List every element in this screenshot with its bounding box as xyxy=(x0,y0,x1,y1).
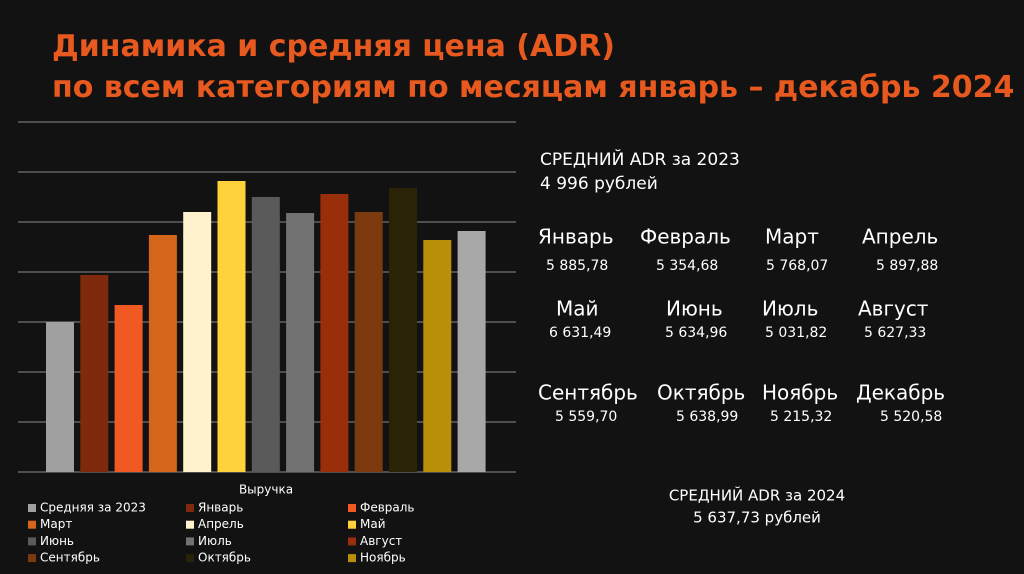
legend-swatch xyxy=(28,554,36,563)
legend-swatch xyxy=(186,537,194,546)
month-name: Ноябрь xyxy=(762,381,838,405)
legend-label: Апрель xyxy=(198,517,244,531)
month-name: Июль xyxy=(762,297,818,321)
month-name: Май xyxy=(556,297,599,321)
month-adr: 5 627,33 xyxy=(864,325,926,341)
legend-swatch xyxy=(186,554,194,563)
bar xyxy=(423,240,452,472)
prev-adr-title: СРЕДНИЙ ADR за 2023 xyxy=(540,148,740,170)
month-name: Июнь xyxy=(666,297,723,321)
bar xyxy=(217,181,246,472)
month-adr: 5 897,88 xyxy=(876,258,938,274)
bar xyxy=(354,212,383,472)
legend-label: Июнь xyxy=(40,534,74,548)
bar xyxy=(286,213,315,472)
legend-label: Февраль xyxy=(360,501,415,515)
cur-adr-title: СРЕДНИЙ ADR за 2024 xyxy=(669,486,845,505)
legend-swatch xyxy=(348,504,356,512)
legend-label: Январь xyxy=(198,501,243,515)
month-name: Сентябрь xyxy=(538,381,638,405)
bar xyxy=(114,305,143,472)
month-name: Август xyxy=(858,297,929,321)
month-adr: 5 215,32 xyxy=(770,409,832,425)
bar xyxy=(389,188,417,472)
month-name: Октябрь xyxy=(657,381,745,405)
legend-swatch xyxy=(348,554,356,563)
bar xyxy=(457,231,486,472)
legend-label: Июль xyxy=(198,534,232,548)
chart-title: Динамика и средняя цена (ADR) по всем кат… xyxy=(52,29,1014,105)
legend-swatch xyxy=(348,520,356,529)
legend-label: Март xyxy=(40,517,72,531)
month-name: Декабрь xyxy=(856,381,945,405)
month-name: Февраль xyxy=(640,225,731,249)
bar xyxy=(148,235,177,472)
bar xyxy=(80,275,109,472)
month-adr: 5 520,58 xyxy=(880,409,942,425)
month-name: Март xyxy=(765,225,819,249)
legend-swatch xyxy=(186,520,194,529)
prev-adr-value: 4 996 рублей xyxy=(540,174,658,194)
legend-swatch xyxy=(28,537,36,546)
month-adr: 5 638,99 xyxy=(676,409,738,425)
bar xyxy=(183,212,212,472)
bar xyxy=(46,322,74,472)
x-axis-label: Выручка xyxy=(239,483,293,497)
month-adr: 5 031,82 xyxy=(765,325,827,341)
cur-adr-value: 5 637,73 рублей xyxy=(693,509,821,527)
month-adr: 6 631,49 xyxy=(549,325,611,341)
legend-swatch xyxy=(28,504,36,512)
month-adr: 5 634,96 xyxy=(665,325,727,341)
legend-swatch xyxy=(186,504,194,512)
legend-swatch xyxy=(28,520,36,529)
month-name: Апрель xyxy=(862,225,938,249)
legend-label: Май xyxy=(360,517,386,531)
legend-swatch xyxy=(348,537,356,546)
month-name: Январь xyxy=(538,225,614,249)
month-adr: 5 559,70 xyxy=(555,409,617,425)
bar xyxy=(320,194,349,472)
legend-label: Октябрь xyxy=(198,551,251,565)
legend-label: Август xyxy=(360,534,402,548)
month-adr: 5 354,68 xyxy=(656,258,718,274)
month-adr: 5 768,07 xyxy=(766,258,828,274)
bar xyxy=(251,197,280,472)
month-adr: 5 885,78 xyxy=(546,258,608,274)
legend-label: Ноябрь xyxy=(360,551,406,565)
legend-label: Сентябрь xyxy=(40,551,100,565)
legend-label: Средняя за 2023 xyxy=(40,501,146,515)
